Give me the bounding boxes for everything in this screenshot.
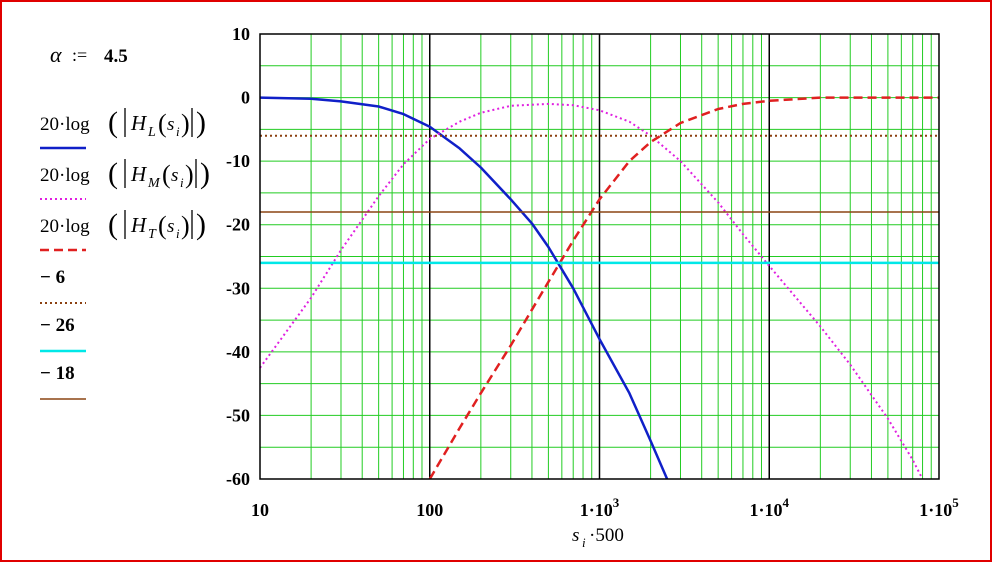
y-tick-label: -40 xyxy=(226,342,250,362)
legend-fn: H xyxy=(130,111,148,135)
legend-arg: s xyxy=(167,216,174,237)
series-line-0 xyxy=(259,96,669,480)
legend-fn-sub: L xyxy=(147,125,156,140)
legend-paren: ( xyxy=(108,208,118,241)
y-tick-label: 0 xyxy=(241,88,250,108)
x-tick-text: 1·103 xyxy=(580,495,620,520)
legend-paren: ) xyxy=(200,157,210,190)
legend-entry-2: 20·log(H T(s i)) xyxy=(40,208,206,252)
x-axis-label-sub: i xyxy=(582,535,586,550)
legend-arg-sub: i xyxy=(176,226,180,241)
x-axis-label-suffix: ·500 xyxy=(589,525,624,546)
series-line-2 xyxy=(428,96,939,480)
x-tick-exponent: 5 xyxy=(952,495,959,510)
y-tick-label: -10 xyxy=(226,151,250,171)
plot-border xyxy=(259,33,940,480)
legend-label: 20·log xyxy=(40,216,90,237)
x-tick-text: 1·105 xyxy=(919,495,959,520)
legend-arg-sub: i xyxy=(180,175,184,190)
legend-paren: ( xyxy=(158,109,167,138)
y-tick-label: 10 xyxy=(232,24,250,44)
x-tick-label: 10 xyxy=(251,500,269,520)
legend-label: − 26 xyxy=(40,315,75,336)
x-tick-exponent: 4 xyxy=(783,495,790,510)
x-tick-text: 100 xyxy=(416,500,443,520)
legend-fn-sub: M xyxy=(147,176,161,191)
y-tick-labels: 10 0 -10 -20 -30 -40 -50 -60 xyxy=(226,24,250,489)
legend-paren: ) xyxy=(196,106,206,139)
legend-fn: H xyxy=(130,162,148,186)
legend-arg-sub: i xyxy=(176,124,180,139)
legend-entry-5: − 18 xyxy=(40,363,86,400)
legend-arg: s xyxy=(171,165,178,186)
legend-fn: H xyxy=(130,213,148,237)
x-tick-label: 100 xyxy=(416,500,443,520)
x-axis-label: s i ·500 xyxy=(572,525,624,550)
x-axis-label-base: s xyxy=(572,525,579,546)
x-tick-exponent: 3 xyxy=(613,495,620,510)
legend-label: 20·log xyxy=(40,165,90,186)
legend-fn-sub: T xyxy=(148,227,157,242)
legend-entry-0: 20·log(H L(s i)) xyxy=(40,106,206,150)
alpha-symbol: α xyxy=(50,42,62,67)
legend-entry-1: 20·log(H M(s i)) xyxy=(40,157,210,200)
series-lines xyxy=(259,96,939,480)
legend-paren: ) xyxy=(181,109,190,138)
legend-paren: ( xyxy=(108,157,118,190)
legend-label: − 6 xyxy=(40,267,65,288)
alpha-definition: α := 4.5 xyxy=(50,42,128,67)
grid xyxy=(260,33,939,480)
legend-paren: ) xyxy=(196,208,206,241)
legend-paren: ) xyxy=(181,211,190,240)
x-tick-label: 1·105 xyxy=(919,495,959,520)
legend-entry-4: − 26 xyxy=(40,315,86,353)
x-tick-text: 10 xyxy=(251,500,269,520)
y-tick-label: -20 xyxy=(226,215,250,235)
legend-label: − 18 xyxy=(40,363,75,384)
y-tick-label: -50 xyxy=(226,405,250,425)
x-tick-text: 1·104 xyxy=(749,495,789,520)
x-tick-labels: 10 100 1·103 1·104 1·105 xyxy=(251,495,959,520)
legend-paren: ) xyxy=(185,160,194,189)
y-tick-label: -60 xyxy=(226,469,250,489)
legend-label: 20·log xyxy=(40,114,90,135)
x-tick-label: 1·104 xyxy=(749,495,789,520)
alpha-value: 4.5 xyxy=(104,46,128,67)
legend-arg: s xyxy=(167,114,174,135)
series-line-1 xyxy=(259,102,924,480)
legend-entry-3: − 6 xyxy=(40,267,86,304)
x-tick-label: 1·103 xyxy=(580,495,620,520)
legend-paren: ( xyxy=(162,160,171,189)
legend: 20·log(H L(s i))20·log(H M(s i))20·log(H T(s i… xyxy=(40,106,210,400)
legend-paren: ( xyxy=(108,106,118,139)
y-tick-label: -30 xyxy=(226,278,250,298)
legend-paren: ( xyxy=(158,211,167,240)
alpha-assign: := xyxy=(72,45,87,65)
